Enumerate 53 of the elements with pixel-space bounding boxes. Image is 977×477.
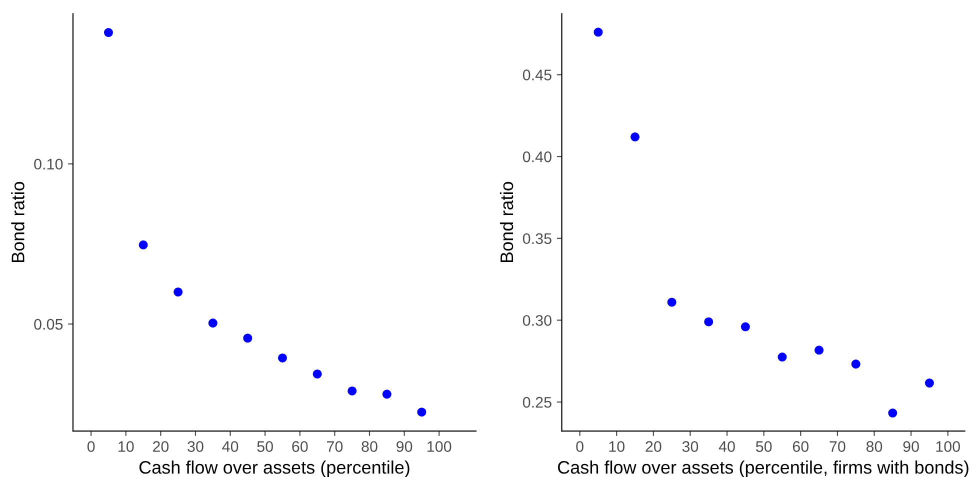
point xyxy=(667,298,676,307)
point xyxy=(174,287,183,297)
x-tick-label: 0 xyxy=(87,441,95,452)
x-tick-label: 70 xyxy=(830,441,846,452)
point xyxy=(104,28,113,38)
x-tick-label: 40 xyxy=(222,441,238,452)
y-tick-label: 0.40 xyxy=(522,151,552,162)
y-axis-title: Bond ratio xyxy=(11,182,24,262)
y-tick-label: 0.30 xyxy=(522,315,552,326)
x-tick-label: 100 xyxy=(936,441,960,452)
point xyxy=(924,378,934,388)
point xyxy=(243,334,252,343)
x-axis-title: Cash flow over assets (percentile, firms with bonds) xyxy=(558,460,968,477)
x-tick-label: 90 xyxy=(396,441,412,452)
x-tick-label: 100 xyxy=(428,441,452,452)
x-tick-label: 50 xyxy=(257,441,273,452)
x-tick-label: 90 xyxy=(903,441,919,452)
x-tick-label: 60 xyxy=(792,441,809,452)
y-tick-label: 0.25 xyxy=(522,396,552,408)
point xyxy=(278,353,288,362)
x-tick-label: 0 xyxy=(576,441,584,452)
x-tick-label: 30 xyxy=(682,441,698,452)
point xyxy=(704,317,714,326)
point xyxy=(740,322,750,332)
point xyxy=(208,318,218,328)
x-tick-label: 80 xyxy=(866,441,882,452)
x-tick-label: 20 xyxy=(152,441,169,452)
x-tick-label: 70 xyxy=(326,441,343,452)
x-tick-label: 10 xyxy=(118,441,134,452)
point xyxy=(138,240,148,250)
point xyxy=(312,369,322,379)
point xyxy=(348,386,357,396)
y-tick-label: 0.35 xyxy=(522,233,552,244)
point xyxy=(417,408,426,417)
y-tick-label: 0.10 xyxy=(34,158,63,170)
x-tick-label: 80 xyxy=(362,441,378,452)
point xyxy=(814,346,824,355)
x-tick-label: 50 xyxy=(756,441,772,452)
x-tick-label: 40 xyxy=(718,441,735,452)
point xyxy=(630,132,640,142)
x-tick-label: 10 xyxy=(609,441,625,452)
point xyxy=(778,352,787,362)
point xyxy=(888,408,898,418)
y-tick-label: 0.05 xyxy=(34,318,63,330)
x-tick-label: 60 xyxy=(292,441,308,452)
point xyxy=(594,28,603,37)
x-tick-label: 20 xyxy=(646,441,662,452)
point xyxy=(851,360,860,369)
point xyxy=(382,390,392,399)
x-axis-title: Cash flow over assets (percentile) xyxy=(139,460,410,477)
y-tick-label: 0.45 xyxy=(522,70,552,80)
y-axis-title: Bond ratio xyxy=(500,182,514,262)
x-tick-label: 30 xyxy=(188,441,204,452)
